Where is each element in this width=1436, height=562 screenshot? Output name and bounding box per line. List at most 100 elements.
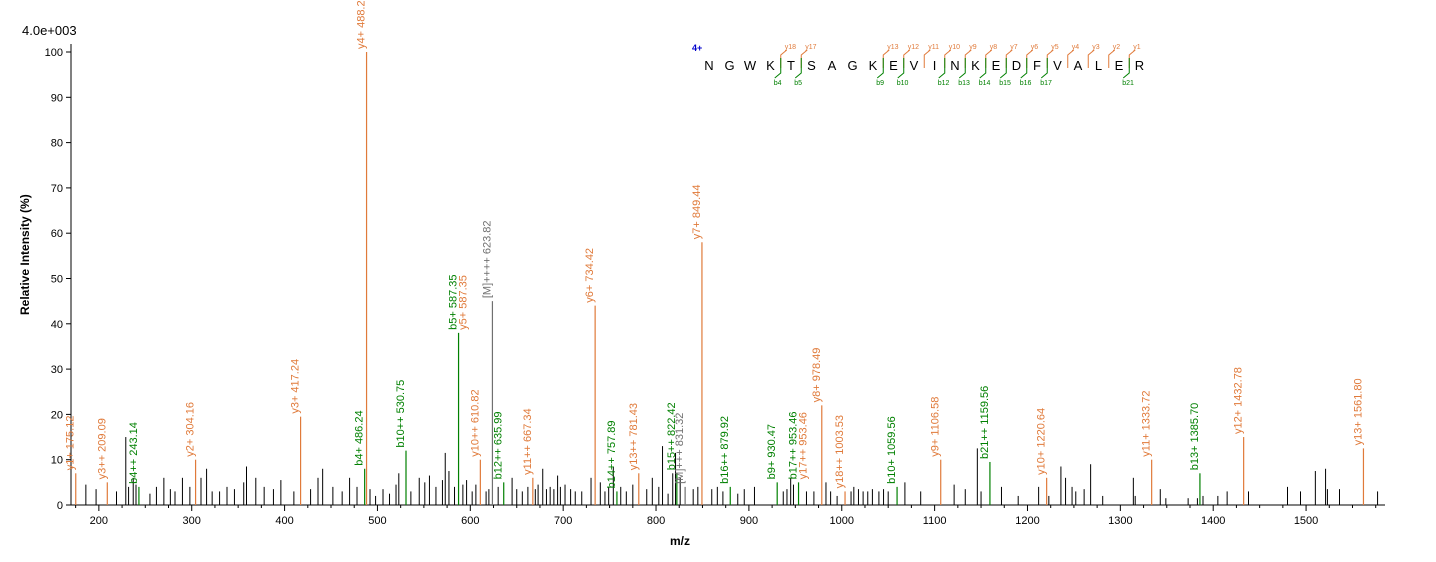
sequence-residue: N — [950, 58, 959, 73]
peak-label: y13+ 1561.80 — [1352, 378, 1364, 445]
y-ion-label: y6 — [1031, 44, 1039, 51]
peak-label: [M]+++ 831.32 — [674, 413, 686, 484]
b-ion-label: b5 — [794, 80, 802, 87]
sequence-residue: T — [787, 58, 795, 73]
x-tick-label: 1200 — [1015, 515, 1039, 527]
peak-label: b10+ 1059.56 — [886, 416, 898, 484]
peak-label: b4+ 486.24 — [354, 410, 366, 465]
y-ion-cleavage-mark — [1108, 49, 1116, 68]
y-tick-label: 0 — [57, 500, 63, 512]
x-tick-label: 900 — [740, 515, 758, 527]
axes: 0 10 20 30 40 50 60 70 80 90 100 200 300 400 500 600 700… — [45, 44, 1385, 527]
b-ion-cleavage-mark — [979, 58, 987, 79]
peak-label: y8+ 978.49 — [811, 348, 823, 403]
x-tick-label: 800 — [647, 515, 665, 527]
peak-label: b15++ 822.42 — [666, 402, 678, 470]
peak-label: y4+ 488.28 — [356, 0, 368, 49]
y-ion-label: y12 — [908, 44, 919, 51]
y-ion-label: y3 — [1092, 44, 1100, 51]
y-ion-label: y4 — [1072, 44, 1080, 51]
x-axis-label: m/z — [670, 534, 691, 548]
b-ion-cleavage-mark — [938, 58, 946, 79]
peak-label: y5+ 587.35 — [458, 275, 470, 330]
peak-label: b14++ 757.89 — [606, 421, 618, 489]
sequence-residue: E — [992, 58, 1001, 73]
peak-label: y10++ 610.82 — [469, 389, 481, 456]
sequence-residue: G — [847, 58, 857, 73]
peak-label: b5+ 587.35 — [448, 274, 460, 329]
y-ion-cleavage-mark — [1026, 49, 1034, 68]
y-ion-label: y5 — [1051, 44, 1059, 51]
y-tick-label: 40 — [51, 319, 63, 331]
y-tick-label: 90 — [51, 92, 63, 104]
assigned-peaks — [75, 52, 1365, 505]
b-ion-cleavage-mark — [876, 58, 884, 79]
sequence-residue: R — [1135, 58, 1144, 73]
peak-label: [M]++++ 623.82 — [481, 220, 493, 298]
sequence-residue: S — [807, 58, 816, 73]
b-ion-label: b17 — [1040, 80, 1052, 87]
y-ion-cleavage-mark — [780, 49, 788, 68]
b-ion-cleavage-mark — [897, 58, 905, 79]
peak-label: y18++ 1003.53 — [834, 415, 846, 488]
x-tick-label: 1000 — [830, 515, 854, 527]
peak-label: b12++ 635.99 — [493, 411, 505, 479]
sequence-residue: V — [1053, 58, 1062, 73]
sequence-residue: L — [1095, 58, 1102, 73]
intensity-scale-label: 4.0e+003 — [22, 23, 77, 38]
x-tick-label: 1500 — [1294, 515, 1318, 527]
y-tick-label: 100 — [45, 47, 63, 59]
peak-label: y7+ 849.44 — [691, 185, 703, 240]
x-tick-label: 200 — [90, 515, 108, 527]
b-ion-cleavage-mark — [1040, 58, 1048, 79]
x-tick-label: 1300 — [1108, 515, 1132, 527]
sequence-residue: E — [889, 58, 898, 73]
y-tick-label: 10 — [51, 455, 63, 467]
b-ion-label: b9 — [876, 80, 884, 87]
sequence-residue: I — [933, 58, 937, 73]
b-ion-label: b16 — [1020, 80, 1032, 87]
y-ion-label: y17 — [805, 44, 816, 51]
y-ion-label: y9 — [969, 44, 977, 51]
peak-label: b13+ 1385.70 — [1189, 403, 1201, 471]
peak-label: y2+ 304.16 — [185, 402, 197, 457]
y-ion-cleavage-mark — [1087, 49, 1095, 68]
b-ion-cleavage-mark — [1020, 58, 1028, 79]
peak-label: y17++ 953.46 — [798, 412, 810, 479]
sequence-residue: K — [971, 58, 980, 73]
peak-label: y3+ 417.24 — [290, 359, 302, 414]
b-ion-cleavage-mark — [794, 58, 802, 79]
b-ion-cleavage-mark — [774, 58, 782, 79]
peak-label: y1+ 175.12 — [65, 416, 77, 471]
b-ion-cleavage-mark — [999, 58, 1007, 79]
sequence-residue: A — [828, 58, 837, 73]
peak-label: y9+ 1106.58 — [930, 397, 942, 457]
sequence-residue: K — [869, 58, 878, 73]
b-ion-label: b4 — [774, 80, 782, 87]
y-tick-label: 70 — [51, 183, 63, 195]
y-tick-label: 50 — [51, 274, 63, 286]
b-ion-label: b21 — [1122, 80, 1134, 87]
y-tick-label: 20 — [51, 409, 63, 421]
peak-label: b10++ 530.75 — [395, 380, 407, 448]
b-ion-label: b14 — [979, 80, 991, 87]
peak-label: y13++ 781.43 — [628, 403, 640, 470]
b-ion-label: b13 — [958, 80, 970, 87]
peak-label: b16++ 879.92 — [719, 416, 731, 484]
y-ion-label: y18 — [785, 44, 796, 51]
sequence-residue: G — [724, 58, 734, 73]
b-ion-cleavage-mark — [958, 58, 966, 79]
peak-label: y3++ 209.09 — [96, 418, 108, 479]
y-tick-label: 30 — [51, 364, 63, 376]
peak-label: y10+ 1220.64 — [1036, 408, 1048, 475]
unassigned-peaks — [85, 437, 1379, 505]
y-tick-label: 60 — [51, 228, 63, 240]
y-ion-label: y8 — [990, 44, 998, 51]
sequence-residue: N — [704, 58, 713, 73]
x-tick-label: 400 — [275, 515, 293, 527]
x-tick-label: 1100 — [923, 515, 947, 527]
y-ion-label: y13 — [887, 44, 898, 51]
y-ion-label: y1 — [1133, 44, 1141, 51]
peak-label: b4++ 243.14 — [128, 422, 140, 484]
